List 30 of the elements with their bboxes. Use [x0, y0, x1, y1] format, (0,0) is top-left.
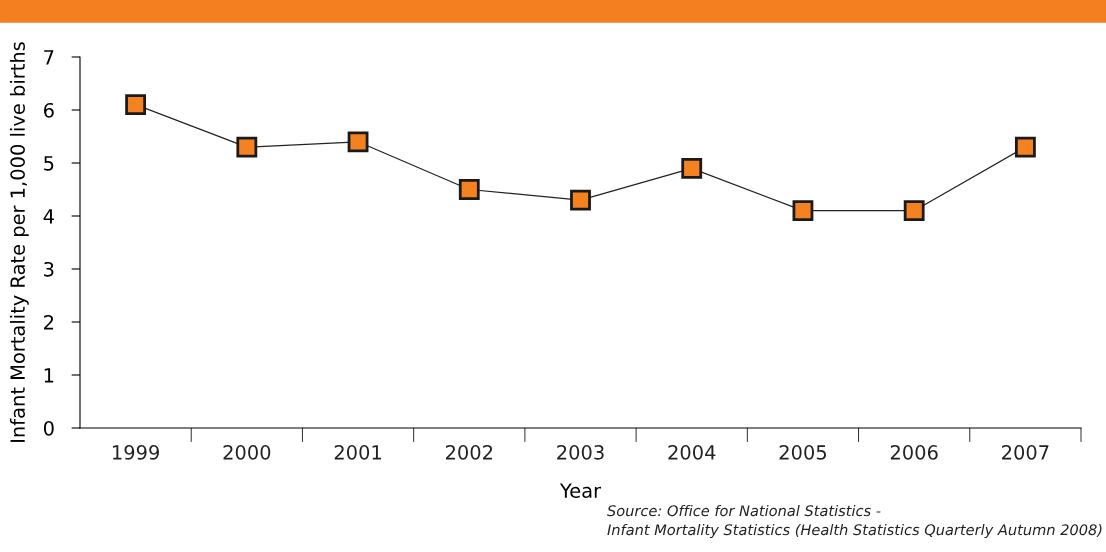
x-tick-label: 2000: [223, 445, 271, 460]
y-tick-label: 1: [44, 368, 54, 383]
x-tick-label: 2003: [557, 445, 604, 460]
x-tick-label: 2006: [890, 445, 938, 460]
y-tick-label: 6: [43, 102, 54, 118]
point: [1014, 136, 1036, 158]
source-note: Source: Office for National Statistics -: [607, 504, 881, 517]
point: [792, 200, 814, 222]
x-tick-label: 2005: [779, 445, 826, 460]
point: [903, 200, 925, 222]
y-tick-label: 3: [44, 261, 54, 277]
y-tick-label: 4: [43, 209, 54, 224]
point: [458, 179, 480, 200]
y-tick-label: 0: [43, 420, 54, 436]
y-tick-label: 7: [44, 50, 54, 65]
y-tick-label: 2: [44, 314, 54, 330]
x-tick-label: 1999: [113, 445, 159, 460]
point: [125, 94, 147, 116]
y-axis-title: Infant Mortality Rate per 1,000 live births: [9, 42, 29, 442]
x-tick-label: 2002: [445, 445, 493, 460]
text: Infant Mortality Statistics (Health Statistics Quarterly Autumn 2008): [607, 523, 1102, 539]
point: [236, 136, 258, 158]
point: [681, 157, 703, 179]
x-tick-label: 2007: [1002, 445, 1049, 460]
x-tick-label: 2001: [334, 445, 381, 460]
x-tick-label: 2004: [668, 445, 716, 460]
y-tick-label: 5: [44, 156, 54, 171]
point: [347, 131, 369, 153]
x-axis-title: Year: [559, 483, 602, 498]
point: [570, 189, 591, 211]
